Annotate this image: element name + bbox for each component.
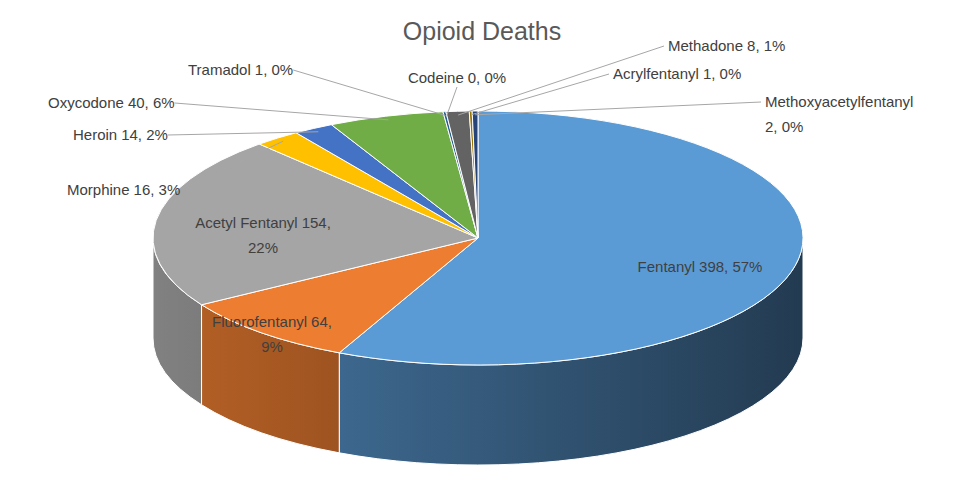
label-category: Fluorofentanyl [212,313,307,330]
data-labels: Fentanyl398, 57% Fluorofentanyl64, 9% Acety… [48,37,913,355]
pie-tops [153,111,803,365]
pie-slice [472,111,478,238]
label-value: 9% [261,338,283,355]
label-value: 14, 2% [121,126,168,143]
label-category: Methadone [668,37,743,54]
leader-line [168,132,318,135]
label-category: Methoxyacetylfentanyl [765,93,913,110]
data-label: Methadone8, 1% [668,37,785,54]
label-category: Heroin [73,126,117,143]
data-label: Heroin14, 2% [73,126,168,143]
label-category: Oxycodone [48,94,124,111]
data-label: Fentanyl398, 57% [638,258,763,275]
leader-lines [168,46,761,190]
data-label: Oxycodone40, 6% [48,94,175,111]
label-value: 398, 57% [699,258,762,275]
data-label: Acetyl Fentanyl154, 22% [195,214,331,256]
label-category: Acrylfentanyl [613,65,699,82]
chart: Opioid Deaths Fentanyl398, 57% Fluorofenta… [0,0,960,489]
label-value: 0, 0% [468,69,506,86]
label-value: 8, 1% [747,37,785,54]
pie-slice [443,112,478,238]
data-label: Acrylfentanyl1, 0% [613,65,741,82]
data-label: Codeine0, 0% [408,69,506,86]
data-label: Fluorofentanyl64, 9% [212,313,332,355]
leader-line [447,87,457,115]
data-label: Methoxyacetylfentanyl 2, 0% [765,93,913,135]
label-category: Morphine [67,181,130,198]
chart-title: Opioid Deaths [403,17,561,45]
label-value: 16, 3% [134,181,181,198]
leader-line [175,103,389,120]
slice-side [202,305,340,453]
label-category: Codeine [408,69,464,86]
leader-line [180,141,283,190]
data-label: Tramadol1, 0% [188,61,293,78]
label-value: 64, [311,313,332,330]
label-value: 2, 0% [765,118,803,135]
data-label: Morphine16, 3% [67,181,180,198]
label-value: 154, [302,214,331,231]
label-value: 1, 0% [255,61,293,78]
pie-slice [446,111,478,238]
label-category: Fentanyl [638,258,696,275]
label-value: 40, 6% [128,94,175,111]
pie-slice [331,112,478,238]
label-category: Tramadol [188,61,251,78]
pie-slice [469,111,478,238]
label-value: 22% [248,239,278,256]
label-category: Acetyl Fentanyl [195,214,298,231]
leader-line [475,102,761,115]
label-value: 1, 0% [703,65,741,82]
